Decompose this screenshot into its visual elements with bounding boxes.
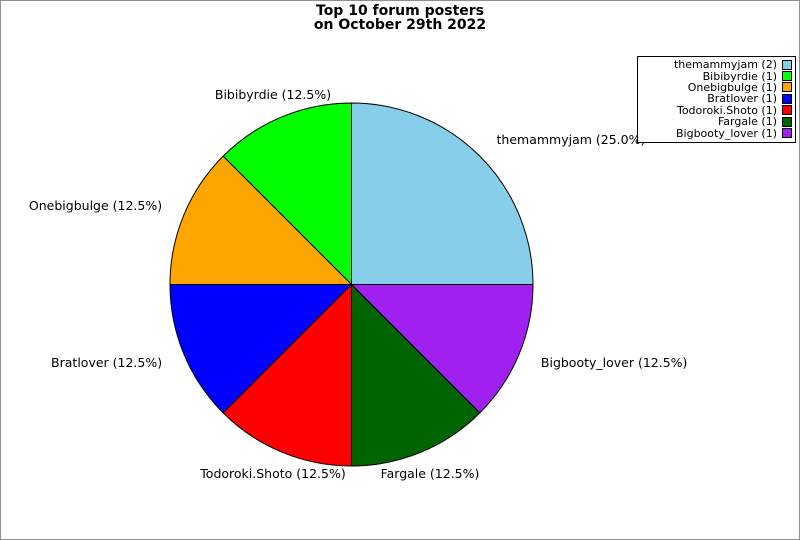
legend-label: themammyjam (2) bbox=[673, 58, 777, 72]
legend-swatch-Bigbooty_lover bbox=[782, 128, 792, 139]
slice-label-Fargale: Fargale (12.5%) bbox=[380, 465, 480, 481]
chart-title-line2: on October 29th 2022 bbox=[313, 16, 487, 33]
legend-item-Fargale: Fargale (1) bbox=[641, 116, 792, 127]
chart-title: Top 10 forum posters on October 29th 202… bbox=[1, 3, 799, 33]
legend-item-Bratlover: Bratlover (1) bbox=[641, 93, 792, 104]
legend-label: Bigbooty_lover (1) bbox=[675, 126, 777, 140]
legend-item-themammyjam: themammyjam (2) bbox=[641, 59, 792, 70]
legend: themammyjam (2) Bibibyrdie (1) Onebigbulge… bbox=[637, 56, 796, 143]
legend-label: Bratlover (1) bbox=[707, 92, 777, 106]
slice-label-Bibibyrdie: Bibibyrdie (12.5%) bbox=[214, 87, 332, 103]
pie-slice-Todoroki.Shoto bbox=[222, 283, 352, 467]
slice-label-themammyjam: themammyjam (25.0%) bbox=[496, 131, 646, 147]
pie-slice-Onebigbulge bbox=[169, 155, 353, 285]
legend-swatch-themammyjam bbox=[782, 59, 792, 70]
pie-slice-themammyjam bbox=[351, 102, 534, 285]
legend-item-Bibibyrdie: Bibibyrdie (1) bbox=[641, 69, 792, 83]
legend-swatch-Fargale bbox=[782, 116, 792, 127]
legend-swatch-Onebigbulge bbox=[782, 82, 792, 93]
legend-item-Todoroki.Shoto: Todoroki.Shoto (1) bbox=[641, 105, 792, 116]
slice-label-Bigbooty_lover: Bigbooty_lover (12.5%) bbox=[540, 355, 688, 370]
legend-item-Onebigbulge: Onebigbulge (1) bbox=[641, 82, 792, 93]
pie-slice-Bigbooty_lover bbox=[350, 284, 534, 414]
pie-slice-Fargale bbox=[351, 283, 481, 467]
legend-swatch-Bibibyrdie bbox=[782, 71, 792, 82]
slice-label-Onebigbulge: Onebigbulge (12.5%) bbox=[28, 198, 163, 213]
legend-label: Onebigbulge (1) bbox=[687, 80, 777, 94]
pie-slice-Bratlover bbox=[169, 284, 353, 414]
legend-label: Bibibyrdie (1) bbox=[702, 69, 777, 83]
slice-label-Todoroki.Shoto: Todoroki.Shoto (12.5%) bbox=[200, 465, 346, 481]
legend-swatch-Todoroki.Shoto bbox=[782, 105, 792, 116]
chart-title-line1: Top 10 forum posters bbox=[316, 3, 484, 19]
legend-label: Fargale (1) bbox=[717, 115, 777, 129]
slice-label-Bratlover: Bratlover (12.5%) bbox=[51, 355, 163, 370]
legend-swatch-Bratlover bbox=[782, 93, 792, 104]
legend-item-Bigbooty_lover: Bigbooty_lover (1) bbox=[641, 126, 792, 140]
legend-label: Todoroki.Shoto (1) bbox=[676, 103, 777, 117]
pie-slice-Bibibyrdie bbox=[222, 102, 352, 286]
